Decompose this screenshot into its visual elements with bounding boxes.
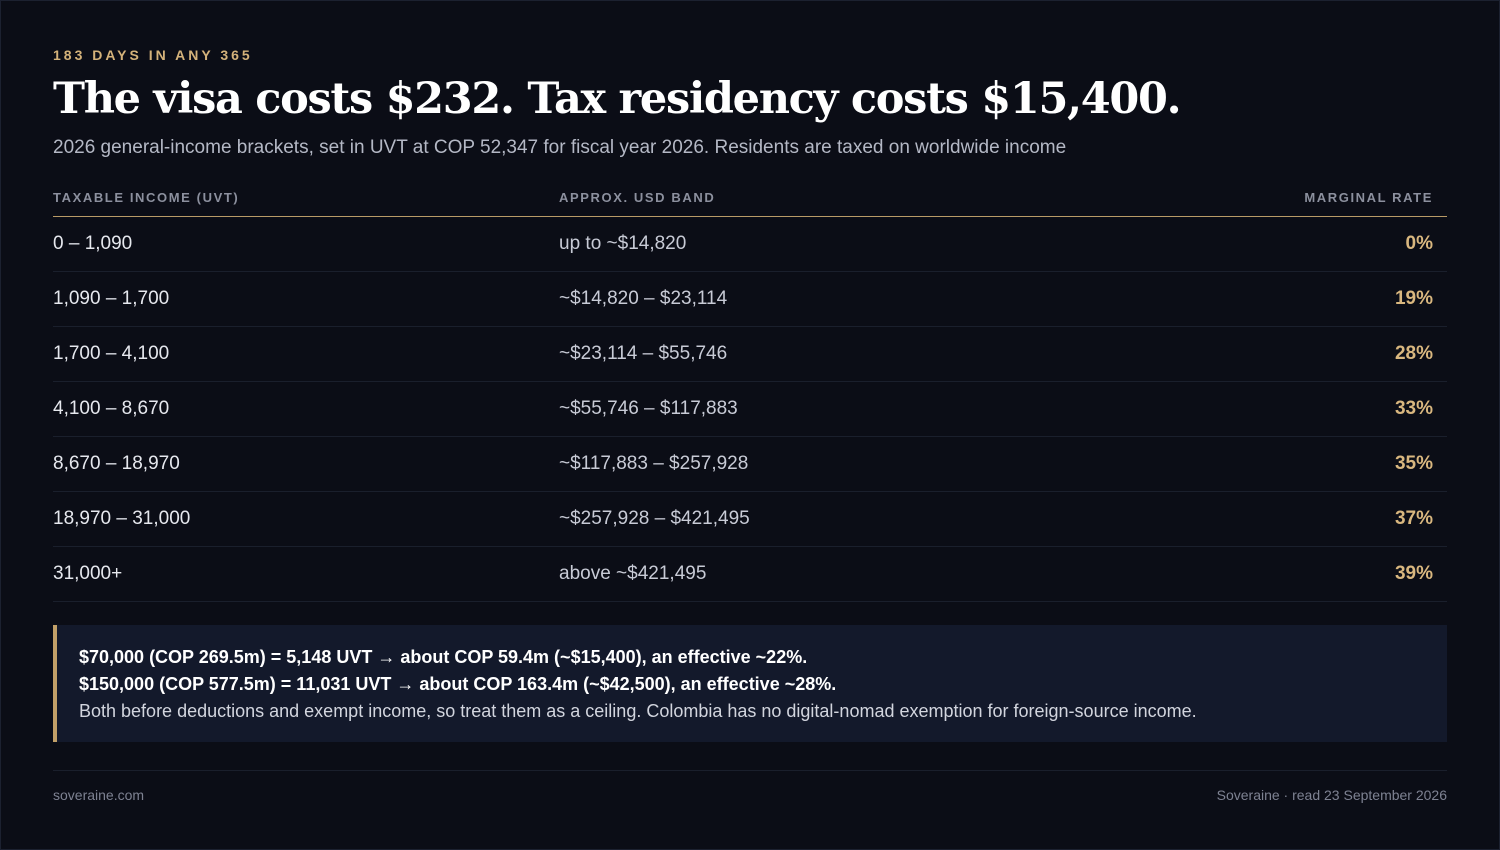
rate-cell: 28% bbox=[1394, 343, 1433, 364]
rate-cell: 39% bbox=[1394, 563, 1433, 584]
rate-cell: 33% bbox=[1394, 398, 1433, 419]
table-header: TAXABLE INCOME (UVT) APPROX. USD BAND MA… bbox=[53, 190, 1447, 217]
usd-band-cell: ~$257,928 – $421,495 bbox=[559, 508, 750, 529]
rate-cell: 0% bbox=[1405, 233, 1433, 254]
income-cell: 1,700 – 4,100 bbox=[53, 343, 170, 364]
income-cell: 0 – 1,090 bbox=[53, 233, 133, 254]
usd-band-cell: ~$55,746 – $117,883 bbox=[559, 398, 738, 419]
table-row: 0 – 1,090 up to ~$14,820 0% bbox=[53, 217, 1447, 272]
page-subtitle: 2026 general-income brackets, set in UVT… bbox=[53, 137, 1067, 158]
table-row: 31,000+ above ~$421,495 39% bbox=[53, 547, 1447, 602]
table-row: 4,100 – 8,670 ~$55,746 – $117,883 33% bbox=[53, 382, 1447, 437]
usd-band-cell: ~$14,820 – $23,114 bbox=[559, 288, 728, 309]
callout-note: Both before deductions and exempt income… bbox=[79, 701, 1197, 721]
income-cell: 8,670 – 18,970 bbox=[53, 453, 180, 474]
table-row: 18,970 – 31,000 ~$257,928 – $421,495 37% bbox=[53, 492, 1447, 547]
column-header-marginal-rate: MARGINAL RATE bbox=[1304, 190, 1433, 205]
footer-site-link[interactable]: soveraine.com bbox=[53, 787, 145, 803]
income-cell: 1,090 – 1,700 bbox=[53, 288, 170, 309]
usd-band-cell: ~$117,883 – $257,928 bbox=[559, 453, 749, 474]
callout-example-70k: $70,000 (COP 269.5m) = 5,148 UVT → about… bbox=[79, 647, 808, 667]
rate-cell: 37% bbox=[1394, 508, 1433, 529]
table-row: 1,090 – 1,700 ~$14,820 – $23,114 19% bbox=[53, 272, 1447, 327]
page-title: The visa costs $232. Tax residency costs… bbox=[53, 74, 1182, 124]
table-row: 1,700 – 4,100 ~$23,114 – $55,746 28% bbox=[53, 327, 1447, 382]
rate-cell: 35% bbox=[1394, 453, 1433, 474]
eyebrow-label: 183 DAYS IN ANY 365 bbox=[53, 47, 253, 63]
callout-example-150k: $150,000 (COP 577.5m) = 11,031 UVT → abo… bbox=[79, 674, 837, 694]
column-header-usd-band: APPROX. USD BAND bbox=[559, 190, 716, 205]
footer-attribution: Soveraine · read 23 September 2026 bbox=[1216, 787, 1447, 803]
income-cell: 18,970 – 31,000 bbox=[53, 508, 191, 529]
usd-band-cell: above ~$421,495 bbox=[559, 563, 707, 584]
rate-cell: 19% bbox=[1394, 288, 1433, 309]
table-body: 0 – 1,090 up to ~$14,820 0% 1,090 – 1,70… bbox=[53, 217, 1447, 602]
column-header-taxable-income: TAXABLE INCOME (UVT) bbox=[53, 190, 240, 205]
table-row: 8,670 – 18,970 ~$117,883 – $257,928 35% bbox=[53, 437, 1447, 492]
footer-divider bbox=[53, 770, 1447, 771]
usd-band-cell: ~$23,114 – $55,746 bbox=[559, 343, 728, 364]
usd-band-cell: up to ~$14,820 bbox=[559, 233, 687, 254]
income-cell: 4,100 – 8,670 bbox=[53, 398, 170, 419]
income-cell: 31,000+ bbox=[53, 563, 123, 584]
example-callout: $70,000 (COP 269.5m) = 5,148 UVT → about… bbox=[53, 625, 1447, 742]
